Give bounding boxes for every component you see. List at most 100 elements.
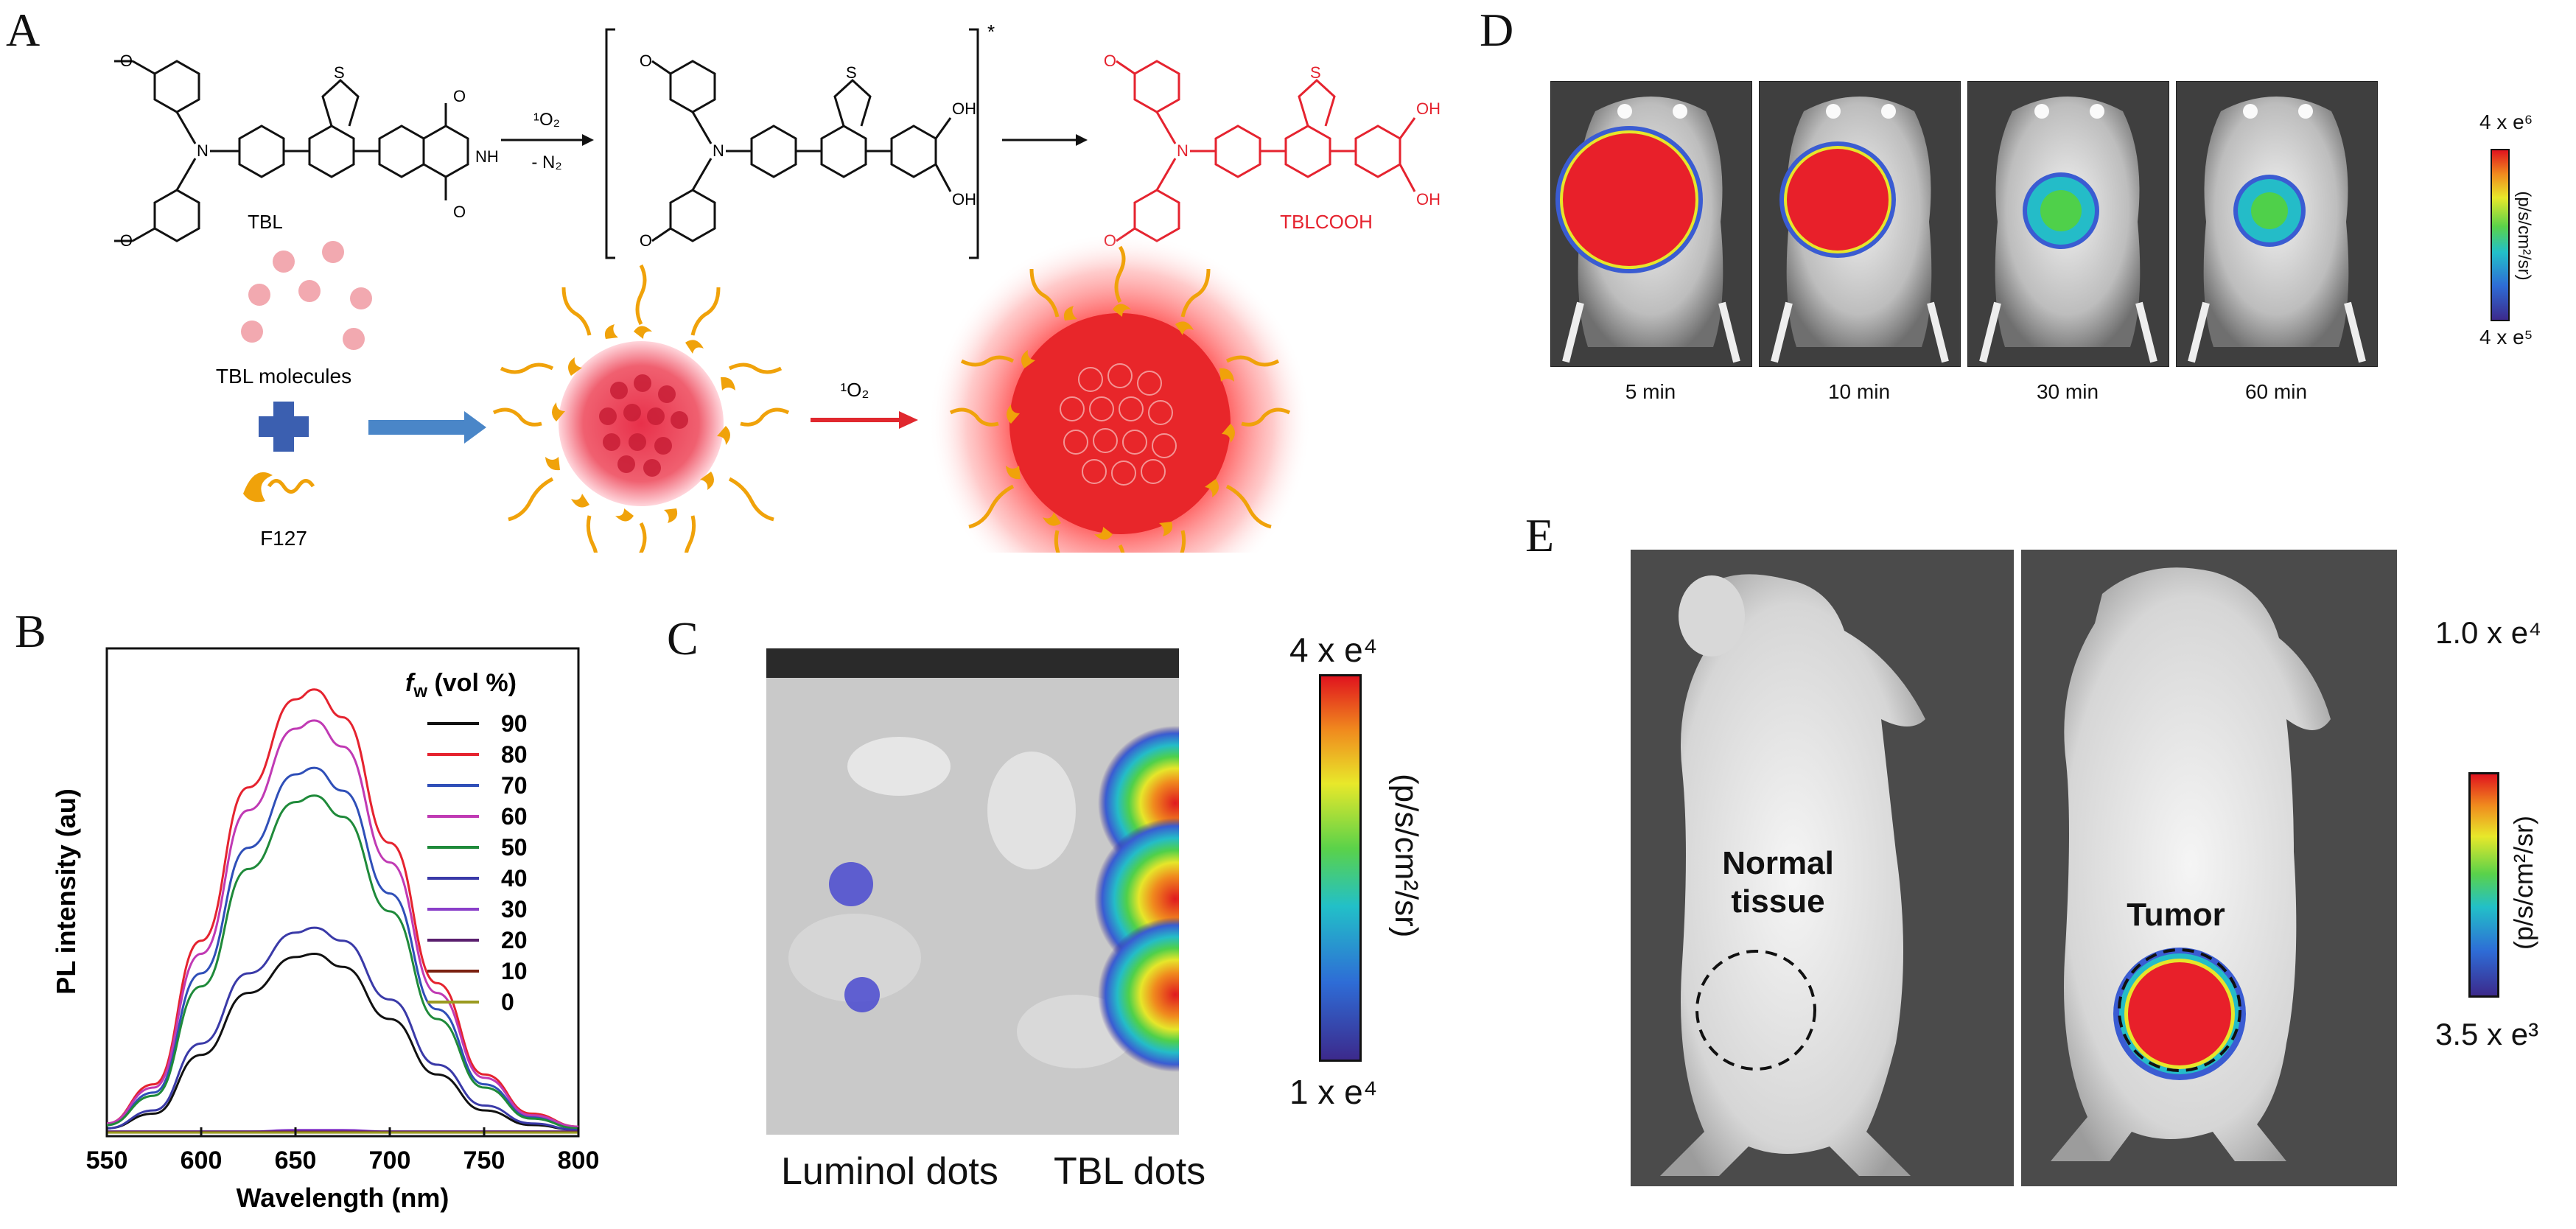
legend-label-20: 20 bbox=[501, 927, 528, 953]
oxidation-label: ¹O₂ bbox=[841, 379, 869, 401]
panel-a-scheme: O O N S O O NH TBL ¹O₂ - N₂ * O O N S OH… bbox=[114, 21, 1441, 553]
plus-icon bbox=[259, 402, 309, 452]
tbl-carbonyl-top: O bbox=[453, 87, 466, 105]
legend-label-90: 90 bbox=[501, 710, 528, 737]
intermediate-structure bbox=[651, 60, 952, 242]
c-scale-min: 1 x e⁴ bbox=[1289, 1073, 1378, 1111]
tbl-n-atom: N bbox=[197, 141, 209, 160]
intermediate-bracket-left bbox=[605, 28, 615, 259]
e-scale-unit: (p/s/cm²/sr) bbox=[2508, 816, 2538, 950]
tbl-dots-signal bbox=[1094, 726, 1179, 1072]
c-label-luminol: Luminol dots bbox=[781, 1150, 998, 1193]
panel-letter-e: E bbox=[1525, 509, 1555, 561]
intermediate-methoxy-bottom: O bbox=[640, 231, 652, 250]
d-color-scale bbox=[2491, 149, 2510, 321]
c-color-scale bbox=[1319, 674, 1362, 1062]
panel-letter-d: D bbox=[1480, 4, 1514, 56]
pl-spectra-chart: 550 600 650 700 750 800 Wavelength (nm) PL in… bbox=[51, 647, 600, 1213]
tbl-methoxy-top: O bbox=[120, 52, 133, 70]
c-label-tbl: TBL dots bbox=[1054, 1150, 1206, 1193]
normal-tissue-circle bbox=[1695, 950, 1816, 1071]
panel-letter-b: B bbox=[15, 605, 46, 657]
series-line-40 bbox=[106, 926, 579, 1132]
f127-head-icon bbox=[243, 472, 273, 503]
panel-e-image: Normal tissue Tumor bbox=[1631, 550, 2397, 1186]
d-frames-row: 5 min 10 min 30 min 60 min bbox=[1550, 81, 2378, 407]
legend-label-30: 30 bbox=[501, 896, 528, 922]
product-oh-top: OH bbox=[1416, 99, 1441, 118]
d-frame-2 bbox=[1759, 81, 1961, 367]
e-scale-min: 3.5 x e³ bbox=[2435, 1017, 2539, 1051]
series-line-50 bbox=[106, 794, 579, 1130]
legend-label-80: 80 bbox=[501, 741, 528, 768]
d-frame-3 bbox=[1967, 81, 2169, 367]
tbl-nh-group: NH bbox=[475, 147, 499, 166]
d-signal bbox=[2023, 172, 2099, 249]
d-signal bbox=[2233, 175, 2306, 247]
series-line-60 bbox=[106, 719, 579, 1128]
intermediate-bracket-right bbox=[969, 28, 979, 259]
f127-tail-icon bbox=[267, 479, 315, 494]
e-label-normal-line2: tissue bbox=[1731, 883, 1824, 920]
tbl-molecules-label: TBL molecules bbox=[216, 365, 351, 388]
product-n-atom: N bbox=[1177, 141, 1189, 160]
d-signal bbox=[1555, 126, 1703, 273]
intermediate-methoxy-top: O bbox=[640, 52, 652, 70]
d-mouse-image bbox=[2188, 97, 2366, 363]
y-axis-label: PL intensity (au) bbox=[51, 788, 81, 994]
x-tick-label: 800 bbox=[558, 1146, 600, 1174]
e-label-normal-line1: Normal bbox=[1722, 845, 1834, 881]
intermediate-excited-mark: * bbox=[987, 21, 995, 43]
series-line-80 bbox=[106, 688, 579, 1128]
legend-label-40: 40 bbox=[501, 865, 528, 892]
reagent-singlet-oxygen: ¹O₂ bbox=[533, 110, 560, 130]
x-tick-label: 600 bbox=[181, 1146, 223, 1174]
luminol-dots-signal bbox=[829, 862, 880, 1012]
assembly-arrow bbox=[368, 411, 486, 444]
panel-letter-a: A bbox=[6, 4, 41, 56]
tbl-s-atom: S bbox=[334, 63, 345, 82]
legend-label-0: 0 bbox=[501, 989, 514, 1015]
nanoparticle-before bbox=[486, 264, 796, 553]
intermediate-s-atom: S bbox=[846, 63, 857, 82]
tumor-circle bbox=[2118, 948, 2241, 1072]
product-oh-bottom: OH bbox=[1416, 190, 1441, 209]
d-scale-unit: (p/s/cm²/sr) bbox=[2514, 191, 2534, 281]
legend-label-10: 10 bbox=[501, 958, 528, 984]
e-color-scale bbox=[2468, 772, 2499, 998]
series-line-70 bbox=[106, 766, 579, 1130]
c-scale-unit: (p/s/cm²/sr) bbox=[1388, 774, 1424, 938]
tbl-methoxy-bottom: O bbox=[120, 231, 133, 250]
tumor-signal bbox=[2113, 948, 2246, 1080]
d-mouse-image bbox=[1979, 97, 2157, 363]
tbl-molecules-dots bbox=[241, 241, 372, 350]
x-tick-label: 750 bbox=[463, 1146, 505, 1174]
d-mouse-image bbox=[1555, 97, 1740, 363]
nanoparticle-after bbox=[928, 232, 1312, 553]
x-tick-label: 650 bbox=[275, 1146, 317, 1174]
tblcooh-structure bbox=[1116, 60, 1416, 242]
mouse-left bbox=[1660, 574, 1925, 1176]
intermediate-oh-bottom: OH bbox=[952, 190, 976, 209]
product-s-atom: S bbox=[1310, 63, 1321, 82]
x-axis-label: Wavelength (nm) bbox=[237, 1183, 449, 1213]
d-time-label: 5 min bbox=[1625, 380, 1676, 403]
legend-label-60: 60 bbox=[501, 803, 528, 830]
legend-title: fw (vol %) bbox=[405, 669, 517, 701]
intermediate-n-atom: N bbox=[713, 141, 724, 160]
tbl-carbonyl-bottom: O bbox=[453, 203, 466, 221]
panel-c-image bbox=[766, 648, 1179, 1135]
d-time-label: 30 min bbox=[2036, 380, 2099, 403]
d-frame-1 bbox=[1550, 81, 1752, 367]
tblcooh-label: TBLCOOH bbox=[1280, 211, 1373, 233]
e-label-tumor: Tumor bbox=[2127, 897, 2225, 933]
x-tick-label: 700 bbox=[369, 1146, 411, 1174]
x-tick-label: 550 bbox=[86, 1146, 128, 1174]
d-scale-max: 4 x e⁶ bbox=[2479, 111, 2533, 133]
c-scale-max: 4 x e⁴ bbox=[1289, 631, 1378, 669]
product-methoxy-top: O bbox=[1104, 52, 1116, 70]
reaction-arrowhead-1 bbox=[582, 134, 594, 146]
reaction-arrowhead-2 bbox=[1076, 134, 1088, 146]
d-frame-4 bbox=[2176, 81, 2378, 367]
legend-label-50: 50 bbox=[501, 834, 528, 861]
